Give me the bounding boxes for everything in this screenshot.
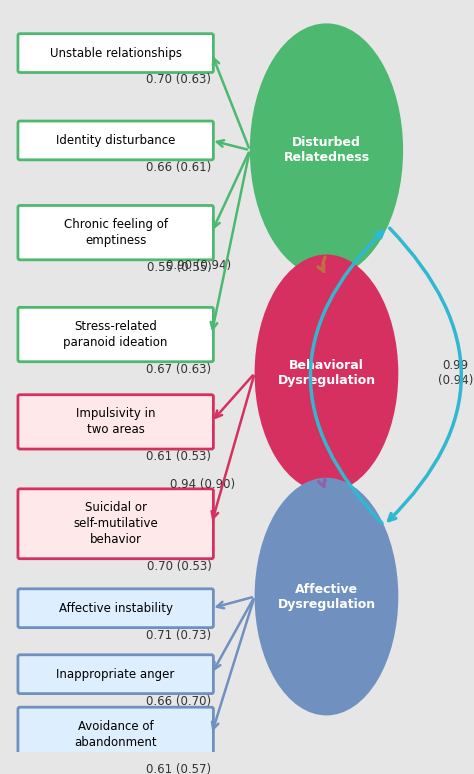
Text: Disturbed
Relatedness: Disturbed Relatedness bbox=[283, 136, 370, 164]
FancyBboxPatch shape bbox=[18, 205, 213, 260]
Text: 0.70 (0.63): 0.70 (0.63) bbox=[146, 74, 211, 87]
Ellipse shape bbox=[250, 23, 403, 277]
Text: 0.94 (0.90): 0.94 (0.90) bbox=[170, 478, 236, 491]
Text: Suicidal or
self-mutilative
behavior: Suicidal or self-mutilative behavior bbox=[73, 502, 158, 546]
Text: Inappropriate anger: Inappropriate anger bbox=[56, 668, 175, 680]
FancyBboxPatch shape bbox=[18, 34, 213, 73]
Text: Stress-related
paranoid ideation: Stress-related paranoid ideation bbox=[64, 320, 168, 349]
Ellipse shape bbox=[255, 255, 398, 492]
Text: Affective instability: Affective instability bbox=[59, 601, 173, 615]
FancyBboxPatch shape bbox=[18, 707, 213, 762]
Text: 0.70 (0.53): 0.70 (0.53) bbox=[146, 560, 211, 573]
FancyBboxPatch shape bbox=[18, 307, 213, 361]
Text: Avoidance of
abandonment: Avoidance of abandonment bbox=[74, 720, 157, 749]
Text: 0.61 (0.57): 0.61 (0.57) bbox=[146, 762, 211, 774]
FancyBboxPatch shape bbox=[18, 589, 213, 628]
Text: Unstable relationships: Unstable relationships bbox=[50, 46, 182, 60]
FancyBboxPatch shape bbox=[18, 489, 213, 559]
FancyBboxPatch shape bbox=[18, 395, 213, 449]
Ellipse shape bbox=[255, 478, 398, 715]
Text: 0.61 (0.53): 0.61 (0.53) bbox=[146, 450, 211, 463]
Text: Behavioral
Dysregulation: Behavioral Dysregulation bbox=[277, 359, 375, 387]
FancyBboxPatch shape bbox=[18, 655, 213, 694]
Text: 0.55 (0.55): 0.55 (0.55) bbox=[147, 261, 211, 274]
Text: Identity disturbance: Identity disturbance bbox=[56, 134, 175, 147]
FancyBboxPatch shape bbox=[18, 121, 213, 160]
Text: 0.90 (0.94): 0.90 (0.94) bbox=[165, 259, 231, 272]
Text: 0.71 (0.73): 0.71 (0.73) bbox=[146, 628, 211, 642]
Text: 0.99
(0.94): 0.99 (0.94) bbox=[438, 359, 474, 387]
Text: 0.67 (0.63): 0.67 (0.63) bbox=[146, 363, 211, 375]
Text: 0.66 (0.61): 0.66 (0.61) bbox=[146, 161, 211, 174]
Text: Chronic feeling of
emptiness: Chronic feeling of emptiness bbox=[64, 218, 168, 247]
Text: 0.66 (0.70): 0.66 (0.70) bbox=[146, 694, 211, 707]
Text: Impulsivity in
two areas: Impulsivity in two areas bbox=[76, 407, 155, 437]
Text: Affective
Dysregulation: Affective Dysregulation bbox=[277, 583, 375, 611]
